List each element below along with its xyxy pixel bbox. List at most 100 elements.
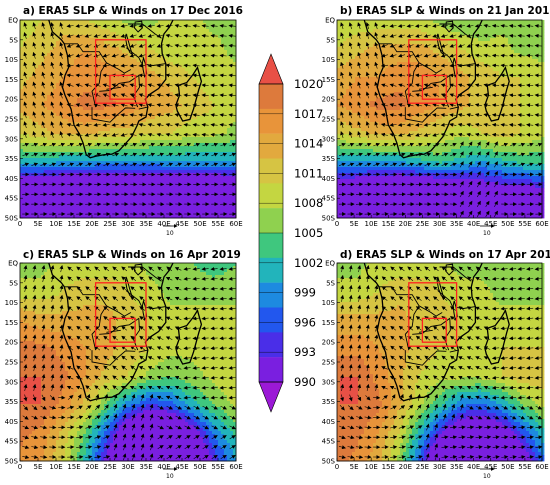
wind-vector (457, 83, 465, 88)
wind-vector (66, 103, 74, 108)
wind-vector (192, 83, 200, 88)
wind-vector (415, 103, 423, 108)
wind-vector (432, 152, 440, 157)
wind-vector (102, 33, 110, 38)
wind-vector (75, 122, 83, 127)
wind-vector (75, 73, 83, 78)
wind-vector (415, 93, 423, 98)
wind-vector (517, 33, 525, 38)
wind-vector (157, 142, 165, 147)
wind-vector (32, 22, 37, 30)
wind-vector (483, 23, 491, 28)
wind-vector (415, 73, 423, 78)
wind-vector (219, 73, 227, 78)
wind-vector (483, 122, 491, 127)
wind-vector (374, 41, 379, 49)
wind-vector (424, 142, 432, 147)
wind-vector (340, 81, 344, 89)
wind-vector (374, 91, 379, 99)
wind-vector (534, 43, 542, 48)
panel-a-coastline (48, 19, 203, 159)
wind-vector (148, 152, 156, 157)
wind-vector (192, 132, 200, 137)
wind-vector (474, 132, 482, 137)
wind-vector (138, 103, 146, 108)
wind-vector (59, 51, 64, 59)
wind-vector (415, 113, 423, 118)
wind-vector (183, 122, 191, 127)
wind-vector (193, 162, 201, 167)
x-tick-label: 55E (211, 463, 224, 471)
wind-vector (165, 113, 173, 117)
wind-vector (147, 113, 155, 117)
wind-vector (406, 23, 414, 28)
wind-vector (31, 142, 39, 147)
reference-vector-bottom-right-label: 10 (483, 473, 491, 480)
wind-vector (406, 122, 414, 127)
panel-b-wind-vectors (338, 22, 543, 217)
wind-vector (381, 142, 389, 147)
wind-vector (84, 33, 92, 38)
wind-vector (534, 132, 542, 137)
wind-vector (219, 103, 227, 108)
wind-vector (49, 142, 57, 147)
y-tick-label: 45S (322, 195, 336, 203)
wind-vector (423, 33, 431, 38)
wind-vector (130, 152, 138, 157)
wind-vector (175, 162, 183, 167)
wind-vector (129, 63, 137, 68)
colorbar: 1020 1017 1014 1011 1008 1005 1002 999 996 993 990 (258, 53, 323, 413)
wind-vector (165, 43, 173, 48)
panel-d: d) ERA5 SLP & Winds on 17 Apr 2019 0 5E 10… (322, 249, 550, 471)
y-tick-label: 20S (5, 339, 19, 347)
panel-a-title: a) ERA5 SLP & Winds on 17 Dec 2016 (23, 5, 243, 17)
wind-vector (201, 73, 209, 78)
wind-vector (183, 93, 191, 98)
wind-vector (75, 93, 83, 98)
wind-vector (457, 73, 465, 78)
wind-vector (466, 132, 474, 137)
wind-vector (474, 83, 482, 88)
wind-vector (374, 32, 379, 39)
wind-vector (210, 33, 218, 38)
wind-vector (466, 63, 474, 68)
wind-vector (58, 142, 66, 147)
wind-vector (348, 41, 353, 49)
wind-vector (183, 23, 191, 28)
x-tick-label: 0 (18, 220, 22, 228)
x-tick-label: 10E (49, 220, 62, 228)
wind-vector (381, 33, 388, 38)
wind-vector (41, 81, 46, 89)
wind-vector (374, 131, 379, 138)
wind-vector (67, 142, 75, 147)
colorbar-label: 1005 (294, 226, 323, 240)
colorbar-band (259, 307, 283, 333)
wind-vector (338, 142, 346, 147)
wind-vector (381, 93, 388, 98)
wind-vector (474, 113, 482, 117)
wind-vector (415, 33, 423, 38)
wind-vector (406, 132, 414, 137)
colorbar-label: 1008 (294, 196, 323, 210)
wind-vector (415, 23, 423, 28)
wind-vector (440, 63, 448, 68)
colorbar-band (259, 332, 283, 358)
wind-vector (202, 152, 210, 157)
wind-vector (228, 53, 236, 58)
wind-vector (373, 152, 381, 157)
wind-vector (23, 111, 28, 119)
country-border (125, 47, 143, 64)
wind-vector (348, 61, 353, 69)
wind-vector (348, 131, 353, 138)
wind-vector (440, 43, 448, 48)
wind-vector (432, 132, 440, 137)
wind-vector (59, 131, 64, 138)
wind-vector (50, 51, 55, 59)
wind-vector (192, 43, 200, 48)
wind-vector (32, 51, 37, 59)
wind-vector (415, 53, 423, 58)
wind-vector (219, 63, 227, 68)
colorbar-top-triangle (258, 53, 284, 85)
wind-vector (193, 142, 201, 147)
wind-vector (517, 43, 525, 48)
